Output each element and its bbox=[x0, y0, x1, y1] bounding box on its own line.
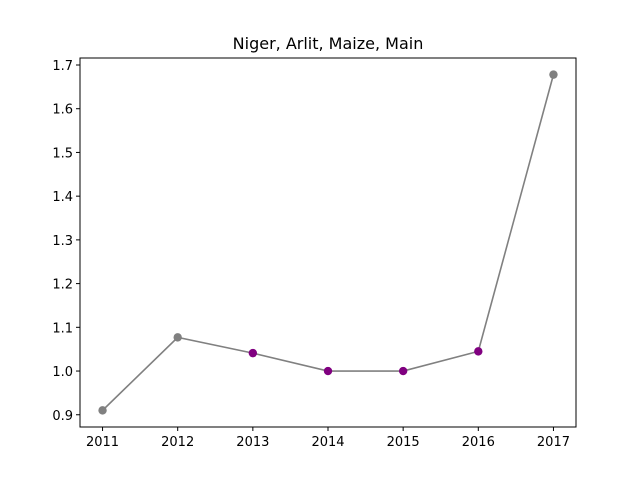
y-axis: 0.9 1.0 1.1 1.2 1.3 1.4 1.5 1.6 1.7 bbox=[52, 59, 80, 424]
y-tick-label: 1.5 bbox=[52, 146, 73, 161]
x-tick-label: 2015 bbox=[387, 435, 420, 450]
y-tick-label: 1.3 bbox=[52, 234, 73, 249]
data-point bbox=[549, 70, 558, 79]
y-tick-label: 1.7 bbox=[52, 59, 73, 74]
plot-area bbox=[79, 57, 577, 428]
chart-title: Niger, Arlit, Maize, Main bbox=[233, 34, 424, 53]
x-tick-label: 2014 bbox=[311, 435, 344, 450]
data-point bbox=[98, 406, 107, 415]
y-tick-label: 1.2 bbox=[52, 278, 73, 293]
x-tick-label: 2017 bbox=[537, 435, 570, 450]
data-point bbox=[173, 333, 182, 342]
series-group bbox=[98, 70, 558, 415]
x-tick-label: 2012 bbox=[161, 435, 194, 450]
data-point bbox=[398, 366, 408, 376]
data-point bbox=[474, 347, 483, 356]
y-tick-label: 1.1 bbox=[52, 321, 73, 336]
y-tick-label: 0.9 bbox=[52, 409, 73, 424]
y-tick-label: 1.6 bbox=[52, 103, 73, 118]
data-point bbox=[248, 348, 258, 358]
x-axis: 2011 2012 2013 2014 2015 2016 2017 bbox=[86, 427, 570, 450]
y-tick-label: 1.0 bbox=[52, 365, 73, 380]
x-tick-label: 2013 bbox=[236, 435, 269, 450]
data-point bbox=[323, 366, 333, 376]
y-tick-label: 1.4 bbox=[52, 190, 73, 205]
x-tick-label: 2011 bbox=[86, 435, 119, 450]
x-tick-label: 2016 bbox=[462, 435, 495, 450]
